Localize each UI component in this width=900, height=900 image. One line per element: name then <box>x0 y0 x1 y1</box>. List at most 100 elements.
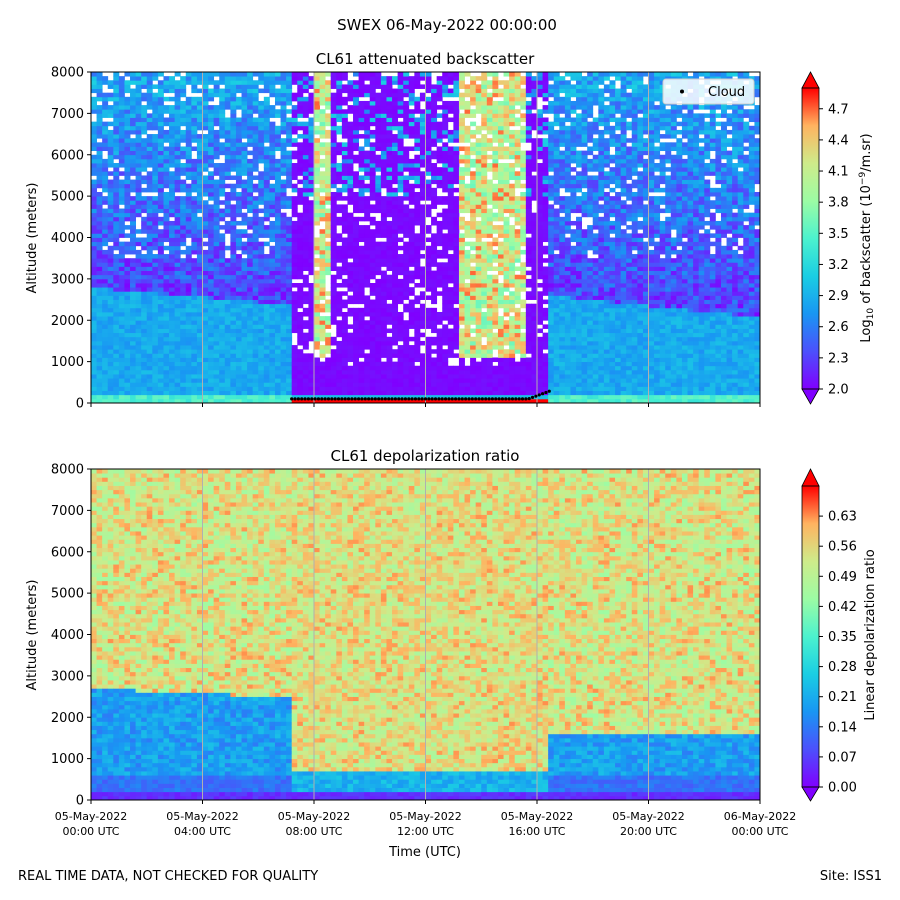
heatmap-cell <box>224 345 231 350</box>
heatmap-cell <box>369 262 376 267</box>
heatmap-cell <box>347 349 354 354</box>
heatmap-cell <box>107 357 114 363</box>
heatmap-cell <box>252 187 259 193</box>
heatmap-cell <box>113 117 120 123</box>
heatmap-cell <box>336 307 343 313</box>
heatmap-cell <box>230 324 237 329</box>
heatmap-cell <box>408 324 415 329</box>
heatmap-cell <box>419 175 426 180</box>
heatmap-cell <box>464 113 471 118</box>
heatmap-cell <box>141 258 148 263</box>
heatmap-cell <box>191 88 198 94</box>
heatmap-cell <box>191 225 198 230</box>
heatmap-cell <box>213 191 220 197</box>
heatmap-cell <box>247 191 254 197</box>
heatmap-cell <box>380 163 387 168</box>
heatmap-cell <box>431 320 438 325</box>
heatmap-cell <box>425 150 432 156</box>
heatmap-cell <box>102 80 109 85</box>
heatmap-cell <box>152 382 159 387</box>
heatmap-cell <box>224 196 231 201</box>
heatmap-cell <box>169 394 176 400</box>
heatmap-cell <box>247 320 254 325</box>
heatmap-cell <box>464 84 471 89</box>
heatmap-cell <box>130 142 137 147</box>
heatmap-cell <box>397 150 404 156</box>
heatmap-cell <box>397 262 404 267</box>
heatmap-cell <box>230 72 237 77</box>
heatmap-cell <box>163 390 170 396</box>
heatmap-cell <box>380 134 387 139</box>
heatmap-cell <box>113 72 120 77</box>
heatmap-cell <box>286 196 293 201</box>
heatmap-cell <box>419 382 426 387</box>
heatmap-cell <box>124 125 131 131</box>
heatmap-cell <box>118 100 125 106</box>
heatmap-cell <box>336 353 343 358</box>
heatmap-cell <box>157 332 164 338</box>
heatmap-cell <box>191 76 198 81</box>
heatmap-cell <box>341 167 348 172</box>
heatmap-cell <box>191 316 198 321</box>
heatmap-cell <box>191 340 198 346</box>
heatmap-cell <box>386 345 393 350</box>
heatmap-cell <box>185 196 192 201</box>
heatmap-cell <box>169 220 176 226</box>
heatmap-cell <box>152 398 159 403</box>
heatmap-cell <box>274 237 281 243</box>
heatmap-cell <box>235 378 242 383</box>
heatmap-cell <box>408 378 415 383</box>
heatmap-cell <box>386 208 393 214</box>
heatmap-cell <box>235 233 242 238</box>
heatmap-cell <box>286 345 293 350</box>
heatmap-cell <box>375 220 382 226</box>
heatmap-cell <box>202 328 209 334</box>
heatmap-cell <box>152 336 159 342</box>
heatmap-cell <box>286 382 293 387</box>
heatmap-cell <box>330 76 337 81</box>
heatmap-cell <box>470 369 477 375</box>
heatmap-cell <box>308 311 315 317</box>
heatmap-cell <box>336 175 343 180</box>
heatmap-cell <box>152 154 159 160</box>
heatmap-cell <box>113 216 120 222</box>
heatmap-cell <box>291 117 298 123</box>
heatmap-cell <box>135 237 142 243</box>
heatmap-cell <box>330 109 337 114</box>
heatmap-cell <box>102 390 109 396</box>
heatmap-cell <box>341 378 348 383</box>
heatmap-cell <box>235 324 242 329</box>
heatmap-cell <box>436 80 443 85</box>
heatmap-cell <box>180 262 187 267</box>
heatmap-cell <box>196 349 203 354</box>
heatmap-cell <box>325 374 332 379</box>
heatmap-cell <box>141 220 148 226</box>
heatmap-cell <box>392 196 399 201</box>
heatmap-cell <box>458 187 465 193</box>
heatmap-cell <box>369 216 376 222</box>
heatmap-cell <box>419 191 426 197</box>
backscatter-panel: CL61 attenuated backscatter 010002000300… <box>25 50 876 412</box>
heatmap-cell <box>325 336 332 342</box>
heatmap-cell <box>319 295 326 300</box>
heatmap-cell <box>369 340 376 346</box>
heatmap-cell <box>191 138 198 143</box>
heatmap-cell <box>347 307 354 313</box>
heatmap-cell <box>464 258 471 263</box>
heatmap-cell <box>464 191 471 197</box>
heatmap-cell <box>141 316 148 321</box>
heatmap-cell <box>403 324 410 329</box>
heatmap-cell <box>96 394 103 400</box>
heatmap-cell <box>414 200 421 205</box>
heatmap-cell <box>302 113 309 118</box>
heatmap-cell <box>386 117 393 123</box>
heatmap-cell <box>202 382 209 387</box>
heatmap-cell <box>442 278 449 284</box>
heatmap-cell <box>202 316 209 321</box>
heatmap-cell <box>180 398 187 403</box>
heatmap-cell <box>163 96 170 102</box>
heatmap-cell <box>364 200 371 205</box>
heatmap-cell <box>113 233 120 238</box>
heatmap-cell <box>91 212 97 218</box>
heatmap-cell <box>353 146 360 152</box>
